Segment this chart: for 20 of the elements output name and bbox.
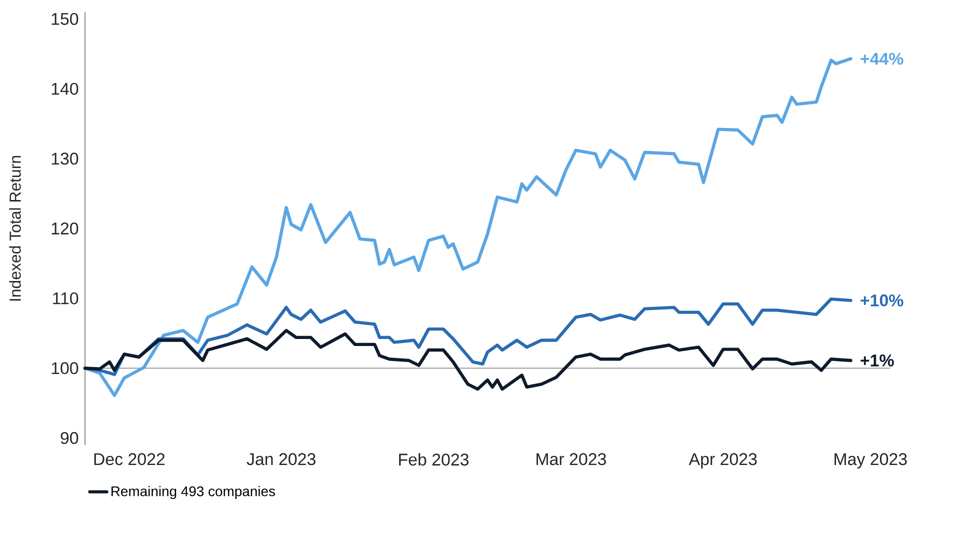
y-tick-label: 130 xyxy=(52,152,78,165)
x-tick-label: Apr 2023 xyxy=(688,453,757,469)
x-tick-label: Jan 2023 xyxy=(246,453,316,466)
line-series xyxy=(83,57,852,398)
y-tick-label: 100 xyxy=(52,362,78,374)
legend-label: Remaining 493 companies xyxy=(112,486,275,499)
annotation: +1% xyxy=(860,354,894,366)
y-tick-label: 110 xyxy=(53,292,78,304)
x-tick-label: Dec 2022 xyxy=(94,453,165,466)
annotation: +44% xyxy=(860,52,904,65)
y-tick-label: 90 xyxy=(60,432,78,444)
x-tick-label: May 2023 xyxy=(834,453,907,469)
y-tick-label: 150 xyxy=(52,12,78,25)
x-tick-label: Feb 2023 xyxy=(399,453,469,466)
annotation: +10% xyxy=(860,294,904,306)
line-series xyxy=(83,328,852,391)
y-axis-title: Indexed Total Return xyxy=(9,156,21,301)
x-tick-label: Mar 2023 xyxy=(536,453,606,466)
y-tick-label: 140 xyxy=(52,82,78,95)
y-tick-label: 120 xyxy=(52,222,78,234)
